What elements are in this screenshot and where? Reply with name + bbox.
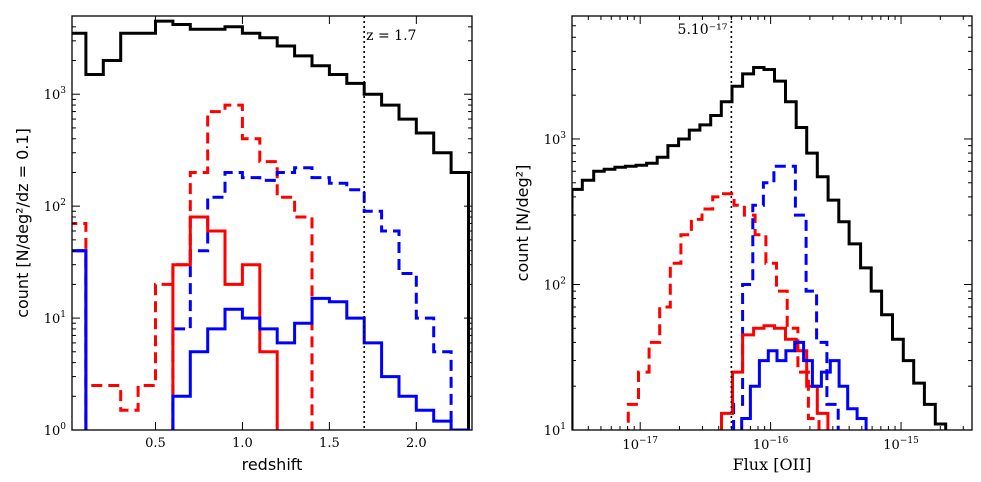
series-red-solid [722,326,828,474]
y-tick-label: 103 [44,86,67,103]
plot-area [69,21,469,464]
reference-line-label: 5.10⁻¹⁷ [678,22,728,38]
figure: 100 101 102 103 0.5 1.0 1.5 2.0 redshift count [N… [0,0,981,482]
y-tick-label: 102 [44,198,66,215]
series-total [572,68,967,474]
x-axis-label: Flux [OII] [733,455,812,474]
reference-line-label: z = 1.7 [366,28,416,44]
x-tick-label: 10−15 [883,436,919,453]
x-tick-label: 10−16 [753,436,789,453]
x-tick-label: 1.5 [319,436,340,451]
redshift-panel: 100 101 102 103 0.5 1.0 1.5 2.0 redshift count [N… [13,16,472,474]
y-tick-label: 100 [44,422,67,439]
y-tick-label: 101 [544,422,566,439]
x-tick-label: 2.0 [406,436,427,451]
y-tick-label: 102 [544,276,566,293]
x-tick-label: 0.5 [145,436,166,451]
x-tick-label: 10−17 [622,436,658,453]
flux-panel: 101 102 103 10−17 10−16 10−15 Flux [OII] count … [513,16,972,474]
x-tick-label: 1.0 [232,436,253,451]
y-tick-label: 101 [44,310,66,327]
series-red-dashed [628,194,819,474]
series-blue-dashed [69,168,469,464]
y-axis-label: count [N/deg²/dz = 0.1] [13,128,32,318]
plot-frame [572,16,972,430]
y-axis-label: count [N/deg²] [513,165,532,282]
series-blue-solid [69,251,469,464]
plot-area [572,68,967,474]
x-axis-label: redshift [242,455,303,474]
plot-frame [72,16,472,430]
y-tick-label: 103 [544,131,567,148]
